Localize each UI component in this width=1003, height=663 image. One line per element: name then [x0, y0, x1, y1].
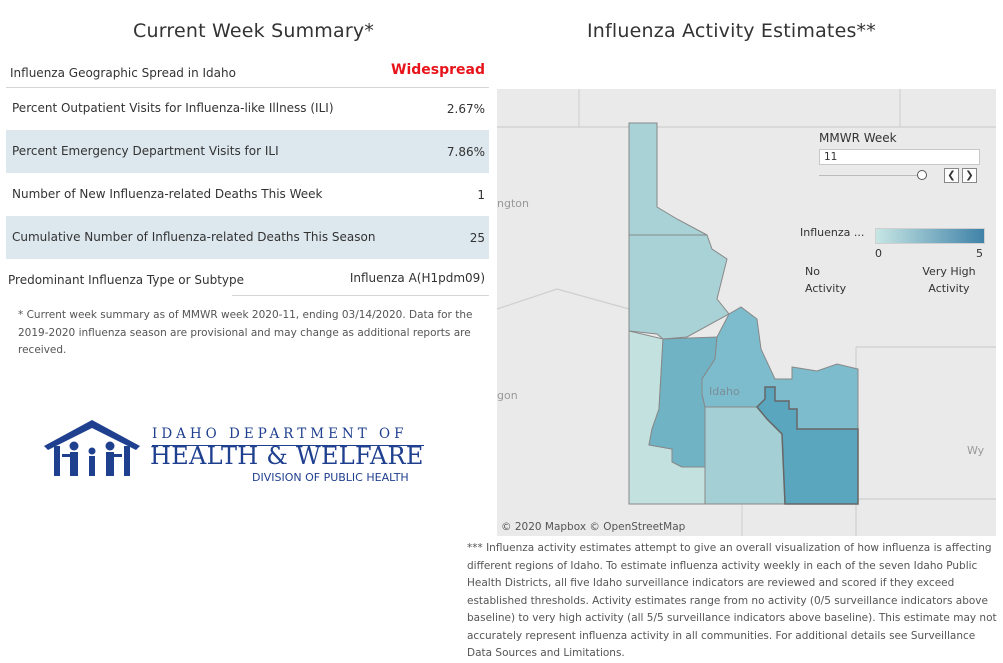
chevron-left-icon: ❮ — [947, 170, 956, 181]
row-value: 1 — [477, 188, 485, 202]
logo-rule — [152, 445, 424, 446]
influenza-map[interactable]: ngton gon Idaho Wy MMWR Week 11 ❮ ❯ Infl… — [497, 89, 996, 536]
legend-high-text: Very High Activity — [922, 265, 976, 295]
district-7 — [701, 306, 859, 435]
legend-gradient — [875, 228, 985, 244]
legend-min: 0 — [875, 247, 882, 260]
map-attribution[interactable]: © 2020 Mapbox © OpenStreetMap — [501, 521, 686, 533]
chevron-right-icon: ❯ — [965, 170, 974, 181]
prev-week-button[interactable]: ❮ — [944, 168, 959, 183]
summary-footnote: * Current week summary as of MMWR week 2… — [18, 309, 473, 356]
district-2 — [628, 234, 730, 340]
legend-max: 5 — [976, 247, 983, 260]
map-footnote: *** Influenza activity estimates attempt… — [467, 542, 997, 659]
spread-value: Widespread — [391, 62, 485, 78]
mmwr-week-slider-track[interactable] — [819, 175, 922, 176]
idhw-logo: IDAHO DEPARTMENT OF HEALTH & WELFARE DIV… — [44, 418, 429, 488]
predominant-label: Predominant Influenza Type or Subtype — [8, 273, 245, 287]
table-row: Cumulative Number of Influenza-related D… — [6, 216, 489, 259]
idaho-district-map — [497, 89, 996, 536]
spread-row: Influenza Geographic Spread in Idaho Wid… — [6, 61, 489, 88]
table-row: Number of New Influenza-related Deaths T… — [6, 173, 489, 216]
place-label: ngton — [497, 197, 529, 210]
logo-line3: DIVISION OF PUBLIC HEALTH — [252, 471, 409, 484]
map-title: Influenza Activity Estimates** — [587, 20, 876, 42]
table-row: Percent Outpatient Visits for Influenza-… — [6, 88, 489, 130]
legend-title: Influenza ... — [800, 226, 865, 239]
predominant-value: Influenza A(H1pdm09) — [349, 271, 485, 285]
legend-low-text: No Activity — [805, 265, 847, 295]
district-1 — [628, 122, 708, 236]
place-label: Wy — [967, 444, 985, 457]
mmwr-week-label: MMWR Week — [819, 131, 897, 145]
district-6 — [755, 386, 859, 505]
row-value: 2.67% — [446, 102, 485, 116]
predominant-divider — [232, 295, 489, 296]
mmwr-week-input[interactable]: 11 — [819, 149, 980, 165]
row-label: Number of New Influenza-related Deaths T… — [12, 187, 323, 201]
row-label: Percent Outpatient Visits for Influenza-… — [12, 101, 334, 115]
next-week-button[interactable]: ❯ — [962, 168, 977, 183]
row-label: Cumulative Number of Influenza-related D… — [12, 230, 376, 244]
house-family-icon — [44, 420, 140, 476]
logo-line2: HEALTH & WELFARE — [150, 442, 424, 470]
row-label: Percent Emergency Department Visits for … — [12, 144, 279, 158]
place-label: gon — [497, 389, 518, 402]
place-label: Idaho — [709, 385, 740, 398]
logo-line1: IDAHO DEPARTMENT OF — [152, 426, 408, 442]
table-row: Percent Emergency Department Visits for … — [6, 130, 489, 173]
spread-label: Influenza Geographic Spread in Idaho — [10, 66, 236, 80]
mmwr-week-slider-handle[interactable] — [917, 170, 927, 180]
row-value: 25 — [469, 231, 485, 245]
summary-title: Current Week Summary* — [133, 20, 375, 42]
row-value: 7.86% — [446, 145, 485, 159]
